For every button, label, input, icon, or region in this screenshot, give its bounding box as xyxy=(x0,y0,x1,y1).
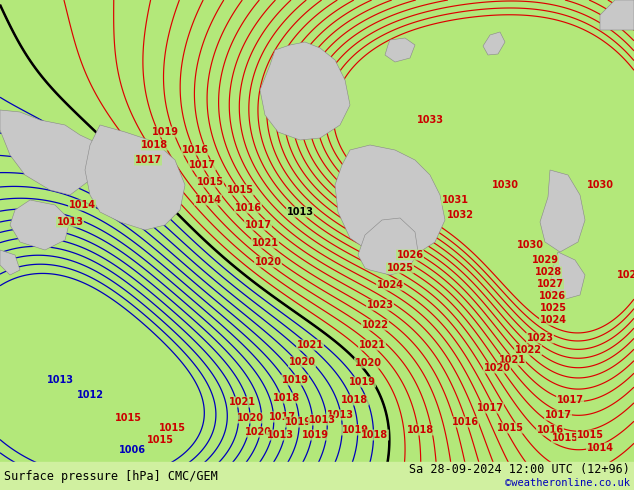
Polygon shape xyxy=(385,38,415,62)
Text: 1016: 1016 xyxy=(451,417,479,427)
Polygon shape xyxy=(550,252,585,300)
Text: 1017: 1017 xyxy=(545,410,571,420)
Text: 1013: 1013 xyxy=(266,430,294,440)
Polygon shape xyxy=(483,32,505,55)
Text: 1020: 1020 xyxy=(236,413,264,423)
Text: 1017: 1017 xyxy=(269,412,295,422)
Text: 1030: 1030 xyxy=(517,240,543,250)
Text: 1021: 1021 xyxy=(358,340,385,350)
Text: 1014: 1014 xyxy=(68,200,96,210)
Text: 1017: 1017 xyxy=(134,155,162,165)
Text: 1016: 1016 xyxy=(235,203,261,213)
Text: 1023: 1023 xyxy=(366,300,394,310)
Text: 1013: 1013 xyxy=(327,410,354,420)
Text: 1013: 1013 xyxy=(287,207,313,217)
Polygon shape xyxy=(85,125,185,230)
Text: 1017: 1017 xyxy=(477,403,503,413)
Text: Sa 28-09-2024 12:00 UTC (12+96): Sa 28-09-2024 12:00 UTC (12+96) xyxy=(409,463,630,475)
Text: 1018: 1018 xyxy=(141,140,169,150)
Text: 1019: 1019 xyxy=(302,430,328,440)
Text: 1017: 1017 xyxy=(188,160,216,170)
Text: 1015: 1015 xyxy=(158,423,186,433)
Text: 1019: 1019 xyxy=(342,425,368,435)
Text: 1026: 1026 xyxy=(396,250,424,260)
Text: 1018: 1018 xyxy=(342,395,368,405)
Text: 1027: 1027 xyxy=(536,279,564,289)
Text: 1029: 1029 xyxy=(531,255,559,265)
Text: 1013: 1013 xyxy=(46,375,74,385)
Text: 1016: 1016 xyxy=(181,145,209,155)
Text: 1023: 1023 xyxy=(526,333,553,343)
Polygon shape xyxy=(540,170,585,252)
Text: 1030: 1030 xyxy=(491,180,519,190)
Polygon shape xyxy=(0,250,20,275)
Text: 1020: 1020 xyxy=(245,427,271,437)
Polygon shape xyxy=(335,145,445,260)
Text: 1018: 1018 xyxy=(273,393,301,403)
Text: 1022: 1022 xyxy=(515,345,541,355)
Text: 1013: 1013 xyxy=(309,415,335,425)
Text: 1028: 1028 xyxy=(616,270,634,280)
Text: 1006: 1006 xyxy=(119,445,145,455)
Text: 1031: 1031 xyxy=(441,195,469,205)
Text: 1015: 1015 xyxy=(226,185,254,195)
Text: 1014: 1014 xyxy=(195,195,221,205)
Polygon shape xyxy=(0,110,100,195)
Text: 1015: 1015 xyxy=(115,413,141,423)
Text: 1012: 1012 xyxy=(77,390,103,400)
Polygon shape xyxy=(10,200,70,250)
Text: 1021: 1021 xyxy=(252,238,278,248)
Text: 1019: 1019 xyxy=(152,127,179,137)
Text: 1021: 1021 xyxy=(498,355,526,365)
Text: 1020: 1020 xyxy=(288,357,316,367)
Text: 1016: 1016 xyxy=(536,425,564,435)
Text: ©weatheronline.co.uk: ©weatheronline.co.uk xyxy=(505,478,630,488)
Text: 1024: 1024 xyxy=(540,315,567,325)
Text: 1021: 1021 xyxy=(228,397,256,407)
Text: 1015: 1015 xyxy=(552,433,578,443)
Text: 1015: 1015 xyxy=(496,423,524,433)
Text: 1018: 1018 xyxy=(361,430,389,440)
Text: 1017: 1017 xyxy=(245,220,271,230)
Text: 1025: 1025 xyxy=(540,303,567,313)
Text: 1020: 1020 xyxy=(484,363,510,373)
Text: 1019: 1019 xyxy=(285,417,311,427)
Polygon shape xyxy=(358,218,418,275)
Text: 1015: 1015 xyxy=(576,430,604,440)
Text: 1022: 1022 xyxy=(361,320,389,330)
Text: Surface pressure [hPa] CMC/GEM: Surface pressure [hPa] CMC/GEM xyxy=(4,469,217,483)
Polygon shape xyxy=(260,42,350,140)
Text: 1021: 1021 xyxy=(297,340,323,350)
Text: 1014: 1014 xyxy=(586,443,614,453)
Text: 1017: 1017 xyxy=(557,395,583,405)
Text: 1019: 1019 xyxy=(349,377,375,387)
Text: 1032: 1032 xyxy=(446,210,474,220)
Text: 1015: 1015 xyxy=(197,177,224,187)
Text: 1018: 1018 xyxy=(406,425,434,435)
Text: 1013: 1013 xyxy=(56,217,84,227)
Text: 1015: 1015 xyxy=(146,435,174,445)
Text: 1030: 1030 xyxy=(586,180,614,190)
Text: 1028: 1028 xyxy=(534,267,562,277)
Text: 1025: 1025 xyxy=(387,263,413,273)
Text: 1019: 1019 xyxy=(281,375,309,385)
Polygon shape xyxy=(600,0,634,30)
Text: 1033: 1033 xyxy=(417,115,444,125)
Text: 1020: 1020 xyxy=(354,358,382,368)
Text: 1024: 1024 xyxy=(377,280,403,290)
Text: 1020: 1020 xyxy=(254,257,281,267)
Text: 1026: 1026 xyxy=(538,291,566,301)
